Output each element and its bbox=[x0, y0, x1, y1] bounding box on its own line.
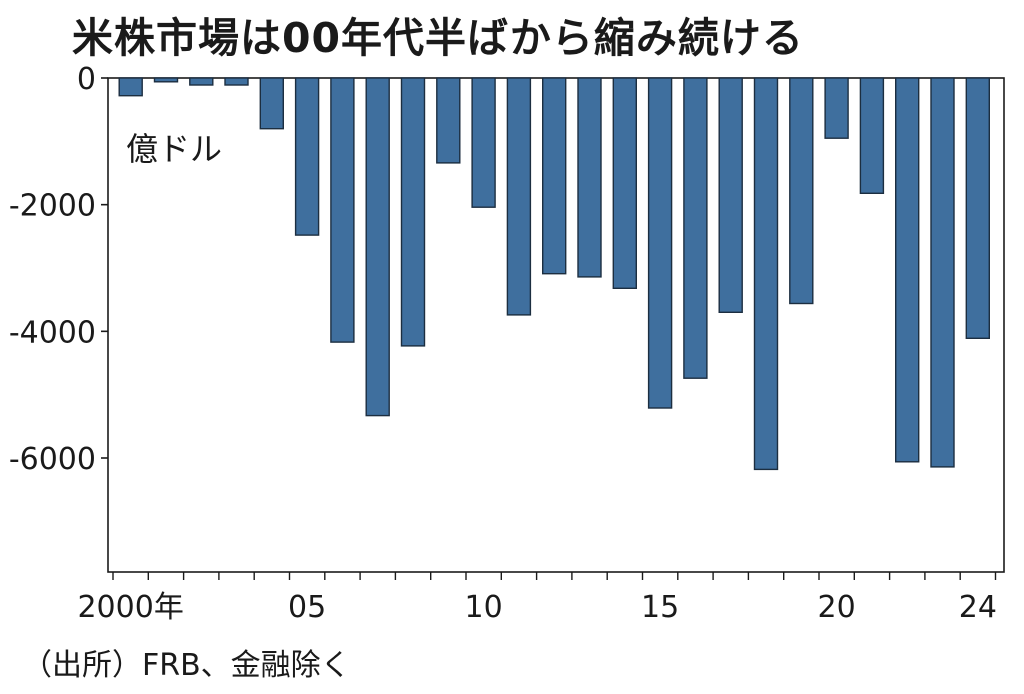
bar-2007 bbox=[365, 77, 390, 417]
bar-2005 bbox=[294, 77, 320, 236]
bar-2013 bbox=[577, 77, 602, 278]
source-note: （出所）FRB、金融除く bbox=[22, 648, 351, 683]
bar-2010 bbox=[471, 77, 496, 208]
bar-2011 bbox=[506, 77, 532, 316]
bar-2021 bbox=[859, 77, 885, 195]
bar-2000 bbox=[118, 77, 143, 97]
bar-2001 bbox=[153, 77, 179, 83]
bar-2004 bbox=[259, 77, 284, 130]
bar-2017 bbox=[718, 77, 743, 314]
bar-2015 bbox=[647, 77, 673, 409]
x-tick-label: 20 bbox=[818, 590, 856, 625]
y-axis: 0 -2000 -4000 -6000 bbox=[9, 62, 108, 477]
bar-2008 bbox=[400, 77, 426, 347]
bar-2024 bbox=[965, 77, 990, 339]
bar-2022 bbox=[895, 77, 920, 463]
chart-title: 米株市場は00年代半ばから縮み続ける bbox=[72, 14, 804, 62]
x-tick-label: 05 bbox=[288, 590, 326, 625]
x-tick-label: 15 bbox=[641, 590, 679, 625]
bar-2006 bbox=[330, 77, 355, 343]
x-tick-label: 2000年 bbox=[77, 590, 183, 625]
bar-2019 bbox=[789, 77, 814, 305]
bar-2012 bbox=[542, 77, 567, 275]
y-tick-label: -6000 bbox=[9, 442, 96, 477]
bar-2020 bbox=[824, 77, 849, 139]
x-tick-label: 10 bbox=[465, 590, 503, 625]
unit-label: 億ドル bbox=[126, 130, 222, 168]
y-tick-label: -4000 bbox=[9, 315, 96, 350]
bar-2003 bbox=[224, 77, 249, 86]
bar-2023 bbox=[930, 77, 955, 468]
bar-2018 bbox=[753, 77, 779, 471]
x-axis: 2000年 05 10 15 20 24 bbox=[77, 572, 997, 625]
bar-2014 bbox=[612, 77, 637, 290]
bar-2016 bbox=[683, 77, 708, 379]
y-tick-label: 0 bbox=[77, 62, 96, 97]
bar-2009 bbox=[436, 77, 461, 164]
bar-2002 bbox=[189, 77, 214, 86]
bars-group bbox=[118, 77, 990, 471]
y-tick-label: -2000 bbox=[9, 189, 96, 224]
x-tick-label: 24 bbox=[959, 590, 997, 625]
